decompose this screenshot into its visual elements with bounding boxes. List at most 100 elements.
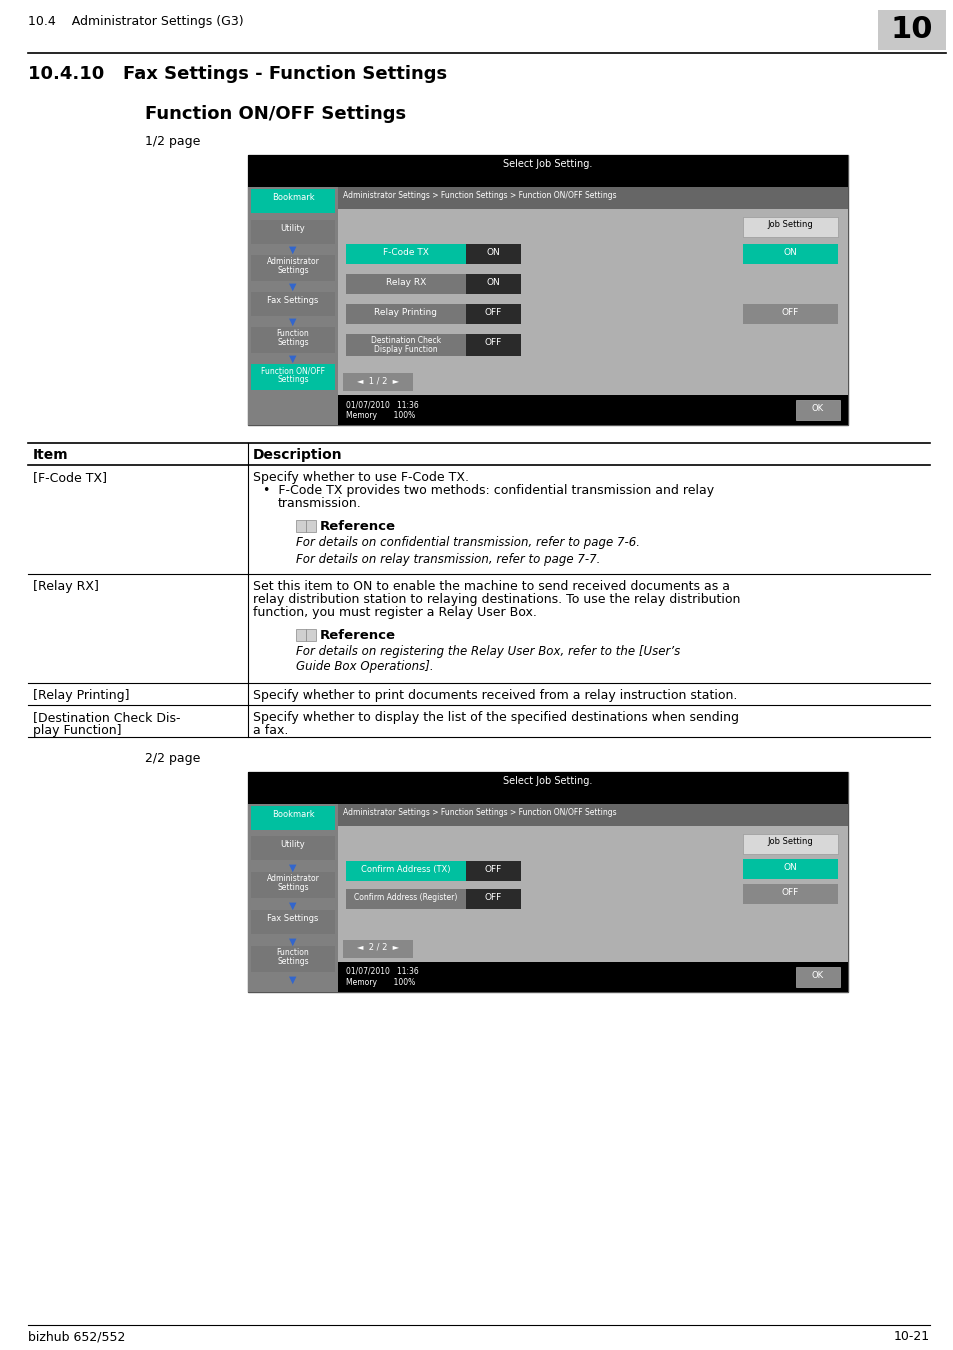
Text: a fax.: a fax. xyxy=(253,724,288,737)
Text: Memory       100%: Memory 100% xyxy=(346,977,415,987)
Bar xyxy=(251,189,335,213)
Bar xyxy=(248,155,847,188)
Text: Memory       100%: Memory 100% xyxy=(346,410,415,420)
Text: bizhub 652/552: bizhub 652/552 xyxy=(28,1330,125,1343)
Text: [F-Code TX]: [F-Code TX] xyxy=(33,471,107,485)
Text: ▼: ▼ xyxy=(289,282,296,292)
Text: Function: Function xyxy=(276,329,309,338)
Bar xyxy=(346,890,465,909)
Text: ON: ON xyxy=(486,248,499,256)
Text: ON: ON xyxy=(782,248,796,256)
Text: OFF: OFF xyxy=(484,865,501,873)
Text: 01/07/2010   11:36: 01/07/2010 11:36 xyxy=(346,400,418,409)
Text: ▼: ▼ xyxy=(289,244,296,255)
Text: Select Job Setting.: Select Job Setting. xyxy=(503,776,592,786)
Text: ▼: ▼ xyxy=(289,900,296,911)
Text: Description: Description xyxy=(253,448,342,462)
Text: Utility: Utility xyxy=(280,224,305,234)
Text: OFF: OFF xyxy=(484,892,501,902)
Text: Fax Settings: Fax Settings xyxy=(267,914,318,923)
Text: Settings: Settings xyxy=(277,375,309,383)
Bar xyxy=(742,834,837,855)
Text: ▼: ▼ xyxy=(289,317,296,327)
Text: Item: Item xyxy=(33,448,69,462)
Text: OK: OK xyxy=(811,971,823,980)
Text: function, you must register a Relay User Box.: function, you must register a Relay User… xyxy=(253,606,537,620)
Bar xyxy=(251,327,335,352)
Bar xyxy=(465,244,520,265)
Bar xyxy=(306,520,315,532)
Bar xyxy=(742,304,837,324)
Bar xyxy=(248,155,337,425)
Bar xyxy=(295,629,306,641)
Text: OFF: OFF xyxy=(781,308,798,317)
Bar xyxy=(346,304,465,324)
Bar xyxy=(251,364,335,390)
Bar xyxy=(343,373,413,391)
Text: 10.4    Administrator Settings (G3): 10.4 Administrator Settings (G3) xyxy=(28,15,243,28)
Bar xyxy=(742,217,837,238)
Text: For details on confidential transmission, refer to page 7-6.: For details on confidential transmission… xyxy=(295,536,639,549)
Bar xyxy=(251,292,335,316)
Text: •  F-Code TX provides two methods: confidential transmission and relay: • F-Code TX provides two methods: confid… xyxy=(263,485,714,497)
Bar xyxy=(251,255,335,281)
Text: 1/2 page: 1/2 page xyxy=(145,135,200,148)
Text: Guide Box Operations].: Guide Box Operations]. xyxy=(295,660,434,674)
Text: Reference: Reference xyxy=(319,629,395,643)
Text: 01/07/2010   11:36: 01/07/2010 11:36 xyxy=(346,967,418,976)
Text: Specify whether to use F-Code TX.: Specify whether to use F-Code TX. xyxy=(253,471,469,485)
Text: Relay Printing: Relay Printing xyxy=(375,308,437,317)
Text: F-Code TX: F-Code TX xyxy=(383,248,429,256)
Text: Job Setting: Job Setting xyxy=(766,837,812,846)
Bar xyxy=(465,333,520,356)
Text: [Destination Check Dis-: [Destination Check Dis- xyxy=(33,711,180,724)
Text: ON: ON xyxy=(782,863,796,872)
Text: Specify whether to print documents received from a relay instruction station.: Specify whether to print documents recei… xyxy=(253,688,737,702)
Bar xyxy=(251,946,335,972)
Bar xyxy=(465,304,520,324)
Text: relay distribution station to relaying destinations. To use the relay distributi: relay distribution station to relaying d… xyxy=(253,593,740,606)
Bar xyxy=(742,859,837,879)
Text: Confirm Address (Register): Confirm Address (Register) xyxy=(354,892,457,902)
Text: Confirm Address (TX): Confirm Address (TX) xyxy=(361,865,450,873)
Text: Display Function: Display Function xyxy=(374,346,437,354)
Bar xyxy=(295,520,306,532)
Text: For details on registering the Relay User Box, refer to the [User’s: For details on registering the Relay Use… xyxy=(295,645,679,657)
Text: play Function]: play Function] xyxy=(33,724,121,737)
Text: OFF: OFF xyxy=(484,338,501,347)
Text: Administrator: Administrator xyxy=(266,256,319,266)
Text: ▼: ▼ xyxy=(289,937,296,946)
Bar xyxy=(248,772,337,992)
Bar xyxy=(337,396,847,425)
Text: Settings: Settings xyxy=(277,338,309,347)
Bar xyxy=(337,826,847,992)
Text: Settings: Settings xyxy=(277,957,309,967)
Text: 10-21: 10-21 xyxy=(893,1330,929,1343)
Bar xyxy=(346,333,465,356)
Bar xyxy=(251,836,335,860)
Bar xyxy=(251,806,335,830)
Bar xyxy=(248,772,847,805)
Text: Administrator Settings > Function Settings > Function ON/OFF Settings: Administrator Settings > Function Settin… xyxy=(343,809,616,817)
Text: ▼: ▼ xyxy=(289,354,296,364)
Text: Administrator: Administrator xyxy=(266,873,319,883)
Text: Set this item to ON to enable the machine to send received documents as a: Set this item to ON to enable the machin… xyxy=(253,580,729,593)
Bar xyxy=(742,244,837,265)
Text: Function: Function xyxy=(276,948,309,957)
Text: [Relay RX]: [Relay RX] xyxy=(33,580,99,593)
Text: ON: ON xyxy=(486,278,499,288)
Text: 2/2 page: 2/2 page xyxy=(145,752,200,765)
Text: Relay RX: Relay RX xyxy=(385,278,426,288)
Bar xyxy=(251,220,335,244)
Bar xyxy=(343,940,413,958)
Bar xyxy=(337,209,847,425)
Text: ▼: ▼ xyxy=(289,975,296,985)
Text: Specify whether to display the list of the specified destinations when sending: Specify whether to display the list of t… xyxy=(253,711,739,724)
Bar xyxy=(795,400,840,420)
Text: 10: 10 xyxy=(890,15,932,45)
Bar xyxy=(465,861,520,882)
Bar xyxy=(346,244,465,265)
Bar xyxy=(742,884,837,904)
Text: Function ON/OFF Settings: Function ON/OFF Settings xyxy=(145,105,406,123)
Text: 10.4.10   Fax Settings - Function Settings: 10.4.10 Fax Settings - Function Settings xyxy=(28,65,447,82)
